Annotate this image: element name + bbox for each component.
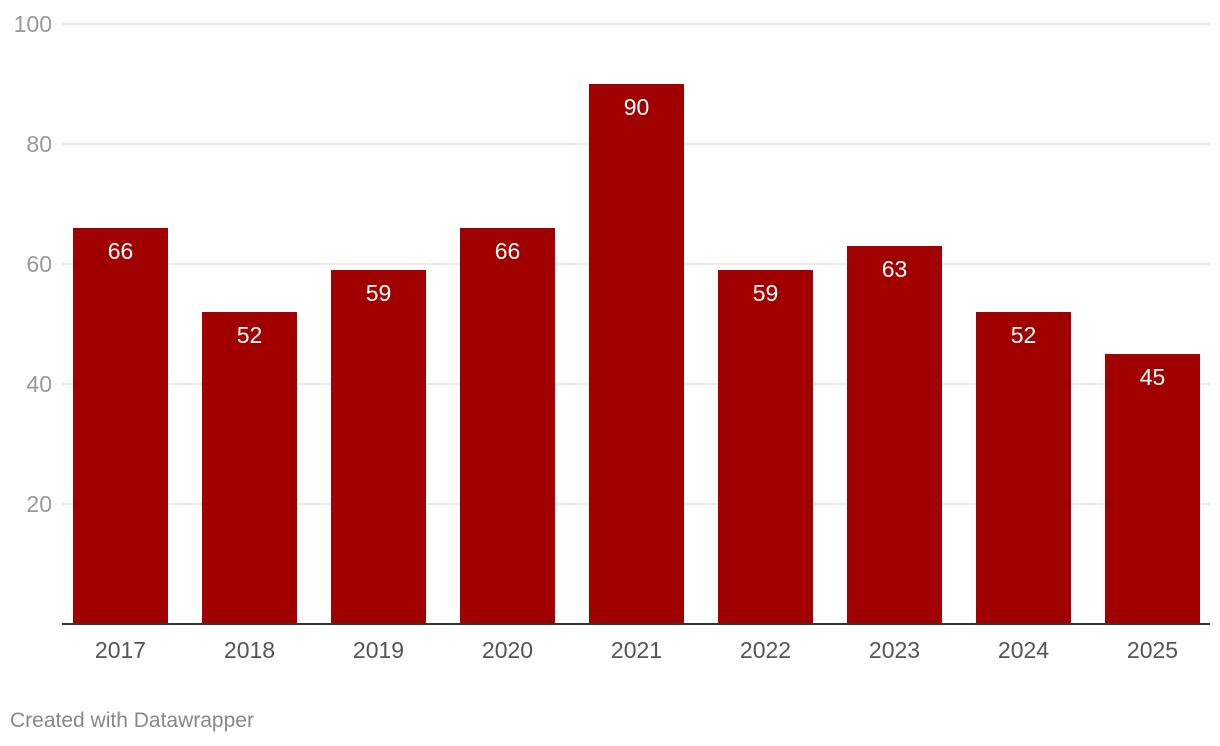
data-label-2023: 63: [882, 256, 908, 282]
x-tick-label-2017: 2017: [95, 637, 146, 663]
bar-2024: [976, 312, 1071, 624]
x-tick-label-2022: 2022: [740, 637, 791, 663]
y-tick-label: 40: [26, 371, 52, 397]
bars: [73, 84, 1200, 624]
data-label-2022: 59: [753, 280, 779, 306]
x-tick-label-2024: 2024: [998, 637, 1049, 663]
data-label-2025: 45: [1140, 364, 1166, 390]
x-tick-label-2023: 2023: [869, 637, 920, 663]
bar-2021: [589, 84, 684, 624]
y-axis-ticks: 20 40 60 80 100: [14, 11, 52, 517]
x-tick-label-2020: 2020: [482, 637, 533, 663]
bar-2025: [1105, 354, 1200, 624]
bar-2017: [73, 228, 168, 624]
y-tick-label: 60: [26, 251, 52, 277]
x-tick-label-2025: 2025: [1127, 637, 1178, 663]
data-label-2020: 66: [495, 238, 521, 264]
bar-2023: [847, 246, 942, 624]
data-label-2024: 52: [1011, 322, 1037, 348]
footer-credit: Created with Datawrapper: [10, 709, 254, 732]
data-labels: 66 52 59 66 90 59 63 52 45: [108, 94, 1166, 390]
data-label-2021: 90: [624, 94, 650, 120]
data-label-2019: 59: [366, 280, 392, 306]
x-tick-label-2021: 2021: [611, 637, 662, 663]
data-label-2018: 52: [237, 322, 263, 348]
x-tick-label-2018: 2018: [224, 637, 275, 663]
bar-2020: [460, 228, 555, 624]
bar-2019: [331, 270, 426, 624]
x-axis-ticks: 2017 2018 2019 2020 2021 2022 2023 2024 2025: [95, 637, 1178, 663]
y-tick-label: 80: [26, 131, 52, 157]
y-tick-label: 100: [14, 11, 52, 37]
y-tick-label: 20: [26, 491, 52, 517]
bar-2018: [202, 312, 297, 624]
bar-2022: [718, 270, 813, 624]
x-tick-label-2019: 2019: [353, 637, 404, 663]
data-label-2017: 66: [108, 238, 134, 264]
